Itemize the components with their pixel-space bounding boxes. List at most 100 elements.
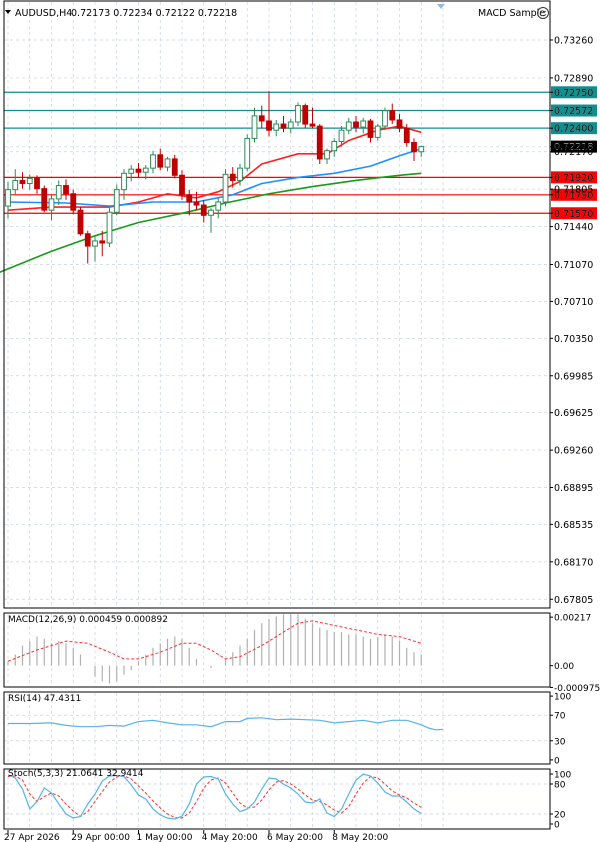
expert-name: MACD Sample <box>478 8 545 19</box>
price-tick-label: 0.68170 <box>554 557 593 568</box>
macd-panel: 0.00217 0.00 -0.000975 <box>7 614 600 694</box>
stoch-tick-label: 100 <box>554 771 571 781</box>
candle-bear <box>309 107 316 129</box>
candle-bear <box>200 199 207 223</box>
candle-body <box>403 127 410 144</box>
panel-frames <box>3 0 551 830</box>
stoch-tick-label: 0 <box>554 821 560 831</box>
candle-body <box>179 174 185 196</box>
rsi-tick-label: 0 <box>554 756 560 766</box>
candle-bear <box>171 154 178 179</box>
smiley-icon[interactable] <box>537 7 549 19</box>
candle-body <box>63 185 69 195</box>
moving-averages <box>0 125 422 274</box>
candle-body <box>338 129 345 142</box>
candle-body <box>19 179 26 185</box>
candle-bull <box>222 169 229 207</box>
candle-bull <box>331 138 338 157</box>
candle-body <box>287 121 294 129</box>
candle-body <box>171 158 178 176</box>
price-tick-label: 0.71570 <box>554 209 593 220</box>
candle-body <box>121 172 127 191</box>
price-tick-label: 0.71920 <box>554 173 593 184</box>
candle-body <box>345 121 352 131</box>
candle-body <box>157 154 164 168</box>
candle-bull <box>251 107 258 143</box>
candle-body <box>360 120 367 128</box>
candle-bull <box>324 148 330 165</box>
candle-bull <box>164 156 171 172</box>
candle-body <box>396 119 403 129</box>
candle-bear <box>77 207 84 236</box>
candle-bull <box>295 102 301 127</box>
price-tick-label: 0.69260 <box>554 446 593 457</box>
candle-bull <box>142 165 149 180</box>
level-tag <box>551 86 597 99</box>
rsi-line <box>8 717 444 731</box>
candle-body <box>295 105 301 123</box>
candle-body <box>48 198 55 211</box>
candle-bull <box>150 150 156 174</box>
candle-bull <box>215 197 222 219</box>
price-tick-label: 0.73260 <box>554 35 593 46</box>
candle-bear <box>396 113 403 133</box>
rsi-title: RSI(14) 47.4311 <box>8 694 81 704</box>
candle-bull <box>418 145 425 157</box>
horizontal-levels[interactable]: 0.72750 0.72572 0.72400 0.71920 0.71750 0.715… <box>4 86 597 220</box>
ma-line-ma_mid <box>7 147 422 207</box>
candle-bull <box>12 169 19 195</box>
level-tag <box>551 188 597 201</box>
price-tick-label: 0.72400 <box>554 124 593 135</box>
candle-bear <box>19 172 26 189</box>
candle-body <box>331 140 338 152</box>
candle-body <box>251 115 258 139</box>
candle-body <box>84 233 91 247</box>
level-tag-label: 0.71570 <box>554 209 593 220</box>
time-tick-label: 6 May 20:00 <box>267 833 323 842</box>
candle-body <box>237 167 243 181</box>
candle-body <box>258 115 265 122</box>
stoch-main-line <box>7 773 422 820</box>
collapse-triangle-icon[interactable] <box>5 10 11 14</box>
scroll-marker-icon[interactable] <box>437 4 445 9</box>
candle-bear <box>157 148 164 171</box>
candle-bear <box>258 105 265 129</box>
candle-bull <box>374 124 381 141</box>
candle-bull <box>48 193 55 221</box>
price-tick-label: 0.71805 <box>554 185 593 196</box>
stoch-signal-line <box>7 775 422 819</box>
candle-body <box>411 142 417 153</box>
candle-bull <box>287 118 294 134</box>
time-axis: 27 Apr 2026 29 Apr 00:00 1 May 00:00 4 May … <box>4 830 389 842</box>
level-tag <box>551 122 597 135</box>
stoch-title: Stoch(5,3,3) 21.0641 32.9414 <box>8 769 144 779</box>
symbol-label: AUDUSD,H4 <box>15 8 72 19</box>
candle-body <box>70 193 77 211</box>
candle-body <box>353 121 359 128</box>
ohlc-readout: 0.72173 0.72234 0.72122 0.72218 <box>71 8 237 19</box>
candle-bull <box>128 165 135 182</box>
time-tick-label: 1 May 00:00 <box>137 833 193 842</box>
price-tick-label: 0.68895 <box>554 483 593 494</box>
candle-bear <box>353 115 359 133</box>
candle-body <box>128 168 135 174</box>
price-tick-label: 0.72218 <box>554 142 593 153</box>
price-tick-label: 0.70350 <box>554 334 593 345</box>
candle-bear <box>41 185 48 213</box>
candle-bear <box>179 170 185 200</box>
candle-bull <box>55 180 62 206</box>
candle-body <box>324 150 330 160</box>
level-tag-label: 0.72400 <box>554 124 593 135</box>
candle-body <box>382 110 388 127</box>
candle-body <box>186 194 193 203</box>
candle-bear <box>411 138 417 161</box>
price-tick-label: 0.70710 <box>554 297 593 308</box>
panel-frame <box>3 612 551 688</box>
candle-bear <box>316 124 323 165</box>
level-tag <box>551 171 597 184</box>
candle-body <box>280 123 287 129</box>
candle-body <box>418 146 425 153</box>
candle-bull <box>360 117 367 134</box>
level-tag-label: 0.71750 <box>554 190 593 201</box>
